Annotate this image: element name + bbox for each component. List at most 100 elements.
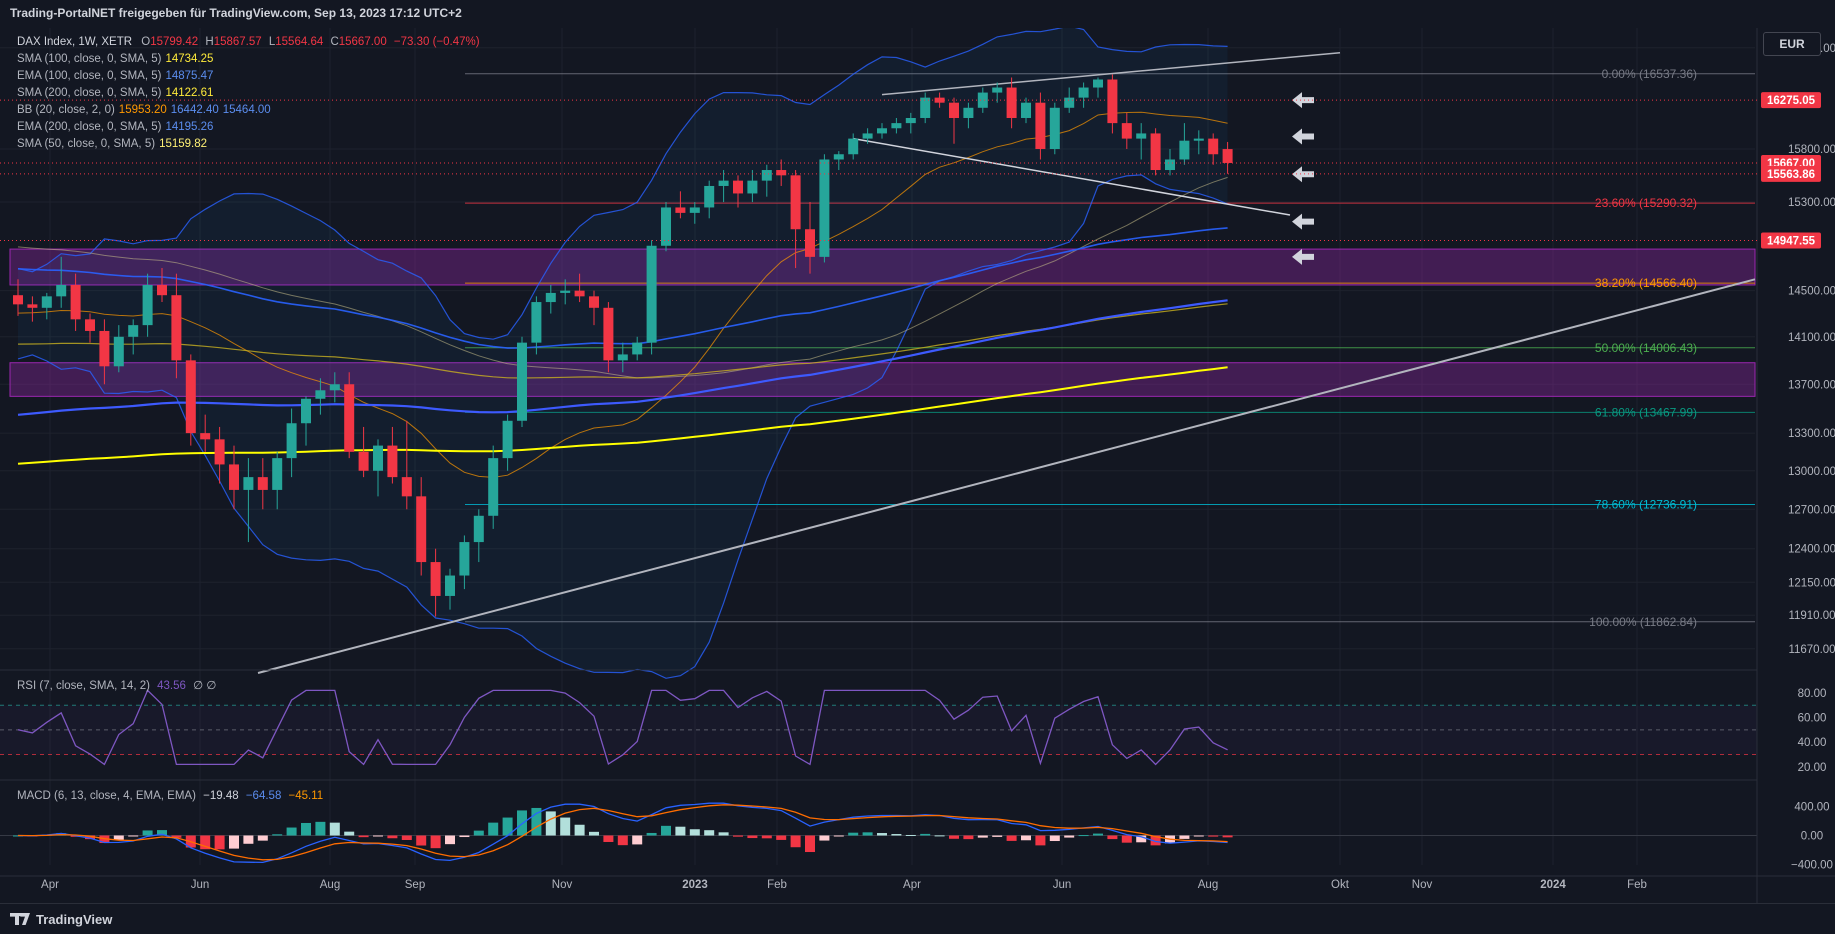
candle-body xyxy=(344,384,355,452)
candlesticks xyxy=(13,74,1233,617)
macd-histogram-bar xyxy=(286,827,297,836)
macd-histogram-bar xyxy=(661,825,671,836)
macd-histogram-bar xyxy=(459,835,470,838)
support-trendline xyxy=(257,278,1756,674)
header-bar: Trading-PortalNET freigegeben für Tradin… xyxy=(0,0,1835,29)
macd-histogram-bar xyxy=(589,831,599,836)
candle-body xyxy=(790,175,801,230)
fib-label: 23.60% (15290.32) xyxy=(1595,196,1697,210)
macd-label: MACD (6, 13, close, 4, EMA, EMA) xyxy=(17,790,196,802)
macd-histogram-bar xyxy=(445,835,455,845)
candle-body xyxy=(891,123,902,129)
low-value: 15564.64 xyxy=(275,36,324,48)
macd-histogram-bar xyxy=(574,824,585,836)
ema200-line xyxy=(17,299,1228,416)
candle-body xyxy=(243,477,254,490)
candle-body xyxy=(574,290,585,297)
candle-body xyxy=(531,302,542,343)
upper-channel-line xyxy=(881,51,1341,96)
macd-histogram-bar xyxy=(617,835,628,846)
rsi-label: RSI (7, close, SMA, 14, 2) xyxy=(17,680,150,692)
tradingview-logo: TradingView xyxy=(10,912,112,927)
indicator-label: SMA (200, close, 0, SMA, 5) xyxy=(17,87,162,99)
time-tick-label: Aug xyxy=(320,879,340,891)
currency-button[interactable]: EUR xyxy=(1763,32,1821,56)
rsi-tick-label: 40.00 xyxy=(1798,737,1827,749)
candle-body xyxy=(301,398,311,424)
sma50-line xyxy=(17,176,1228,379)
low-label: L xyxy=(268,36,276,48)
candle-body xyxy=(1021,102,1031,118)
price-tick-label: 11910.00 xyxy=(1788,610,1835,622)
candle-body xyxy=(200,433,211,440)
left-arrow-icon xyxy=(1292,92,1314,109)
macd-histogram-bar xyxy=(545,811,556,836)
macd-histogram-bar xyxy=(877,833,887,836)
candle-body xyxy=(632,342,643,355)
macd-histogram-bar xyxy=(1064,835,1075,838)
macd-tick-label: 0.00 xyxy=(1801,831,1823,843)
indicator-value: 14875.47 xyxy=(165,70,214,82)
price-axis: 16800.0015800.0015300.0014500.0014100.00… xyxy=(0,28,1835,903)
candle-body xyxy=(85,319,95,331)
macd-histogram-bar xyxy=(805,835,815,853)
indicator-label: EMA (200, close, 0, SMA, 5) xyxy=(17,121,162,133)
macd-histogram-bar xyxy=(401,835,412,840)
candle-body xyxy=(315,390,326,399)
macd-histogram-bar xyxy=(819,835,830,841)
rsi-tick-label: 80.00 xyxy=(1798,688,1827,700)
candle-body xyxy=(1222,149,1233,163)
rsi-tick-label: 60.00 xyxy=(1798,713,1827,725)
candle-body xyxy=(1208,138,1219,155)
sub-panes xyxy=(0,669,1835,864)
macd-histogram-bar xyxy=(1136,835,1147,843)
macd-histogram-bar xyxy=(1049,835,1060,842)
price-tick-label: 13000.00 xyxy=(1788,466,1835,478)
candle-body xyxy=(473,515,484,543)
rsi-band xyxy=(0,705,1757,755)
macd-histogram-bar xyxy=(560,817,571,836)
candle-body xyxy=(560,290,571,293)
macd-histogram-bar xyxy=(171,835,182,838)
rsi-legend: RSI (7, close, SMA, 14, 2) 43.56 ∅ ∅ xyxy=(17,678,216,692)
footer-bar: TradingView xyxy=(0,903,1835,934)
candle-body xyxy=(1193,138,1204,141)
macd-histogram-bar xyxy=(387,835,398,839)
indicator-label: SMA (50, close, 0, SMA, 5) xyxy=(17,138,156,150)
candle-body xyxy=(41,296,52,308)
time-axis: Apr Jun Aug Sep Nov 2023 Feb Apr Jun Aug Okt Nov 202… xyxy=(0,875,1835,891)
macd-histogram-bar xyxy=(430,835,441,849)
indicator-value: 15159.82 xyxy=(159,138,208,150)
macd-histogram-bar xyxy=(1107,835,1118,840)
candle-body xyxy=(603,307,614,361)
macd-histogram-bar xyxy=(1121,835,1132,843)
indicator-row: SMA (50, close, 0, SMA, 5) 15159.82 xyxy=(17,136,480,153)
macd-histogram-bar xyxy=(272,834,283,836)
price-tick-label: 12400.00 xyxy=(1788,544,1835,556)
macd-histogram-bar xyxy=(517,810,527,836)
indicator-value: 15464.00 xyxy=(222,104,271,116)
open-value: 15799.42 xyxy=(150,36,199,48)
fibonacci-levels: 0.00% (16537.36) 23.60% (15290.32) 38.20% … xyxy=(465,67,1755,629)
macd-histogram-bar xyxy=(200,835,211,850)
macd-histogram-bar xyxy=(358,835,369,838)
price-zone xyxy=(9,362,1756,397)
candle-body xyxy=(1136,133,1147,139)
price-badge-label: 14947.55 xyxy=(1767,236,1816,248)
candle-body xyxy=(459,542,470,576)
macd-histogram-bar xyxy=(1193,835,1204,837)
candle-body xyxy=(1179,140,1190,160)
candle-body xyxy=(56,284,67,297)
chart-canvas[interactable]: 0.00% (16537.36) 23.60% (15290.32) 38.20% … xyxy=(0,28,1835,903)
price-zone xyxy=(9,248,1756,286)
supply-demand-zones xyxy=(9,248,1756,397)
macd-histogram-bar xyxy=(315,821,326,836)
fib-label: 0.00% (16537.36) xyxy=(1602,67,1697,81)
change-value: −73.30 (−0.47%) xyxy=(393,36,480,48)
main-legend: DAX Index, 1W, XETR O15799.42 H15867.57 … xyxy=(17,34,480,153)
macd-histogram-bar xyxy=(848,832,859,836)
candle-body xyxy=(848,138,859,155)
left-arrow-icon xyxy=(1292,248,1314,265)
macd-histogram-bar xyxy=(1006,835,1017,841)
candle-body xyxy=(272,458,283,490)
